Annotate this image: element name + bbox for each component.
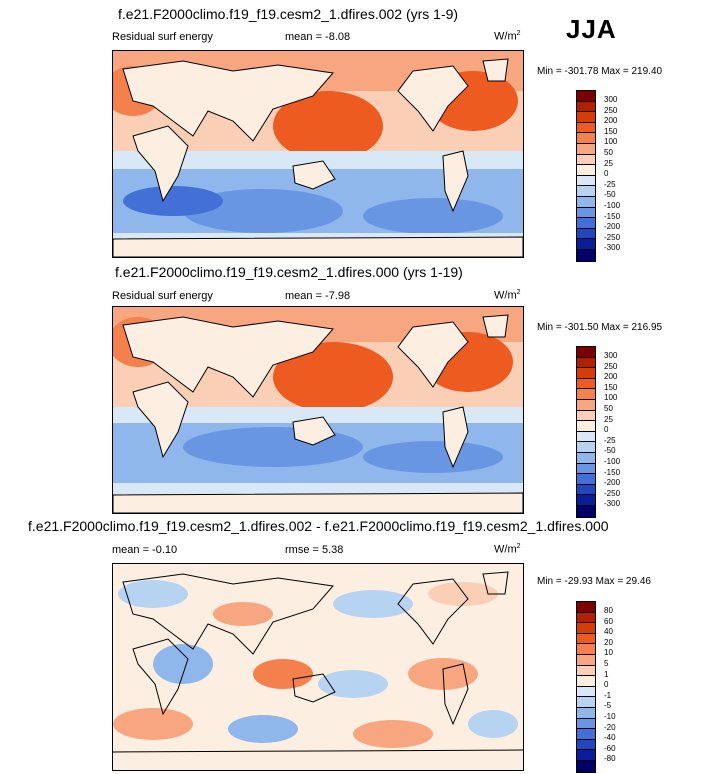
panel3-map: [112, 563, 524, 771]
panel2-map: [112, 306, 524, 514]
panel2-colorbar-ticks: 300 250 200 150 100 50 25 0 -25 -50 -100 -150 -200 -2…: [604, 351, 621, 509]
panel2-colorbar: [576, 346, 596, 518]
panel1-title: f.e21.F2000climo.f19_f19.cesm2_1.dfires.…: [118, 6, 459, 22]
panel3-colorbar-ticks: 80 60 40 20 10 5 1 0 -1 -5 -10 -20 -40 -60 -80: [604, 606, 616, 764]
panel1-map: [112, 50, 524, 258]
panel1-colorbar-ticks: 300 250 200 150 100 50 25 0 -25 -50 -100 -150 -200 -2…: [604, 95, 621, 253]
panel1-colorbar: [576, 90, 596, 262]
panel2-minmax: Min = -301.50 Max = 216.95: [537, 322, 663, 333]
season-label: JJA: [566, 14, 617, 44]
panel3-mean: mean = -0.10: [112, 544, 178, 556]
panel3-rmse: rmse = 5.38: [285, 544, 344, 556]
panel2-mean: mean = -7.98: [285, 290, 351, 302]
panel3-title: f.e21.F2000climo.f19_f19.cesm2_1.dfires.…: [28, 518, 609, 534]
panel2-variable: Residual surf energy: [112, 290, 213, 302]
panel2-unit: W/m2: [494, 289, 521, 302]
panel3-minmax: Min = -29.93 Max = 29.46: [537, 576, 651, 587]
panel1-mean: mean = -8.08: [285, 31, 351, 43]
panel1-minmax: Min = -301.78 Max = 219.40: [537, 66, 663, 77]
panel1-unit: W/m2: [494, 30, 521, 43]
panel3-unit: W/m2: [494, 543, 521, 556]
panel2-title: f.e21.F2000climo.f19_f19.cesm2_1.dfires.…: [115, 264, 463, 280]
panel1-variable: Residual surf energy: [112, 31, 213, 43]
panel3-colorbar: [576, 601, 596, 773]
